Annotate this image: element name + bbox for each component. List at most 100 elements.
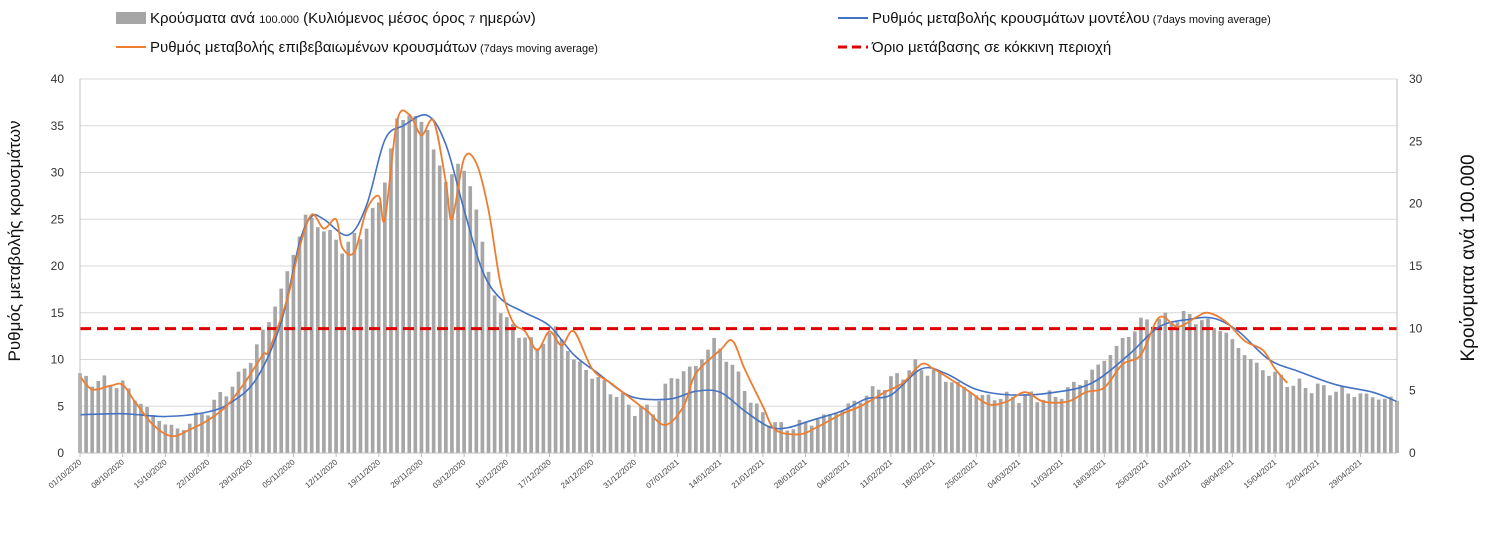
bar	[1236, 348, 1241, 453]
bar	[1340, 386, 1344, 453]
bar	[663, 383, 668, 453]
bar	[1108, 355, 1113, 453]
bar	[364, 228, 369, 453]
bar	[1267, 375, 1271, 453]
bar	[980, 395, 985, 453]
bar	[1279, 374, 1283, 453]
bar	[1328, 395, 1332, 453]
bar	[297, 236, 302, 453]
bar	[889, 376, 893, 453]
bar	[1157, 319, 1162, 453]
bar	[492, 295, 497, 453]
y-right-tick-label: 0	[1409, 446, 1416, 460]
y-left-tick-label: 10	[51, 353, 65, 367]
bar	[925, 375, 930, 453]
bar	[614, 397, 619, 453]
bar	[340, 253, 345, 453]
y-left-tick-label: 35	[51, 119, 65, 133]
bar	[1224, 332, 1229, 453]
bar	[1218, 331, 1223, 453]
bar	[1151, 326, 1155, 453]
bar	[815, 419, 820, 453]
bar	[151, 415, 155, 453]
bar	[358, 239, 363, 453]
bar	[718, 348, 723, 453]
legend-label-threshold: Όριο μετάβασης σε κόκκινη περιοχή	[871, 39, 1111, 56]
y-right-tick-label: 15	[1409, 259, 1423, 273]
bar	[480, 241, 485, 453]
y-left-tick-label: 40	[51, 72, 65, 86]
y-left-tick-label: 25	[51, 212, 65, 226]
bar	[858, 402, 863, 453]
bar	[1389, 396, 1393, 453]
bar	[346, 241, 351, 453]
bar	[706, 349, 710, 453]
bar	[1254, 362, 1259, 453]
bar	[633, 415, 637, 453]
bar	[163, 424, 168, 453]
bar	[541, 343, 546, 453]
bar	[742, 391, 747, 453]
bar	[669, 378, 674, 453]
bar	[730, 364, 735, 453]
bar	[194, 412, 198, 453]
bar	[1285, 386, 1290, 453]
bar	[1346, 393, 1351, 453]
bar	[1120, 338, 1125, 453]
legend-swatch-bars	[116, 12, 146, 24]
bar	[1163, 312, 1168, 453]
bar	[822, 414, 826, 453]
bar	[797, 419, 802, 453]
y-right-tick-label: 5	[1409, 384, 1416, 398]
bar	[584, 370, 588, 453]
bar	[474, 209, 479, 453]
x-tick-label: 11/03/2021	[1029, 457, 1065, 490]
bar	[937, 373, 942, 453]
bar	[230, 386, 235, 453]
y-left-tick-label: 0	[57, 446, 64, 460]
bar	[1230, 339, 1235, 453]
bar	[901, 379, 905, 453]
bar	[907, 370, 912, 453]
bar	[1364, 393, 1369, 453]
bar	[334, 239, 338, 453]
bar	[974, 395, 979, 453]
y-left-tick-label: 15	[51, 306, 65, 320]
bar	[401, 120, 405, 453]
bar	[883, 389, 887, 453]
y-axis-right-title: Κρούσματα ανά 100.000	[1458, 154, 1479, 361]
bar	[1072, 381, 1076, 453]
bar	[1126, 336, 1131, 453]
bar	[1139, 317, 1143, 453]
x-tick-label: 22/10/2020	[175, 457, 212, 490]
x-tick-label: 21/01/2021	[730, 457, 767, 490]
x-tick-label: 15/10/2020	[132, 457, 169, 490]
bar	[437, 165, 442, 453]
bar	[736, 371, 741, 453]
x-tick-label: 17/12/2020	[516, 457, 553, 490]
bar	[602, 380, 607, 453]
bar	[620, 392, 625, 453]
bar	[242, 368, 247, 453]
bar	[572, 359, 576, 453]
bar	[773, 422, 777, 453]
bar	[248, 362, 253, 453]
bar	[1303, 387, 1308, 453]
y-left-tick-label: 30	[51, 166, 65, 180]
bar	[681, 371, 686, 453]
axes	[79, 79, 1398, 457]
bar	[700, 359, 704, 453]
bar	[383, 182, 387, 453]
x-tick-label: 03/12/2020	[431, 457, 468, 490]
bar	[175, 428, 180, 453]
bar	[645, 404, 649, 453]
bar	[498, 313, 503, 453]
legend: Κρούσματα ανά 100.000 (Κυλιόμενος μέσος …	[116, 10, 1271, 56]
bar	[1376, 399, 1381, 453]
bar	[315, 227, 320, 453]
bar	[303, 214, 308, 453]
x-tick-label: 25/03/2021	[1114, 457, 1151, 490]
bar	[846, 403, 851, 453]
bar	[553, 326, 558, 453]
bar	[962, 386, 966, 453]
